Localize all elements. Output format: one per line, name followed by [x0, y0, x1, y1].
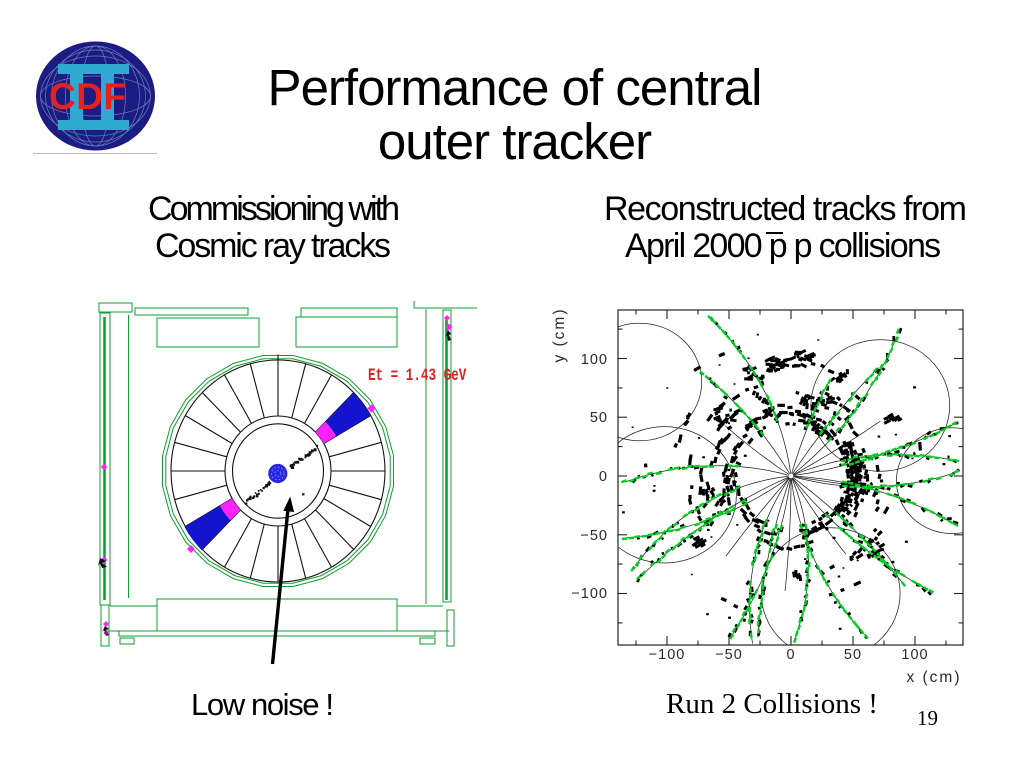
svg-text:−100: −100: [649, 647, 686, 663]
svg-text:100: 100: [901, 647, 928, 663]
svg-text:0: 0: [786, 647, 795, 663]
svg-text:y (cm): y (cm): [551, 307, 568, 362]
svg-text:−50: −50: [715, 647, 743, 663]
svg-text:100: 100: [581, 352, 608, 368]
svg-text:0: 0: [599, 469, 608, 485]
svg-text:50: 50: [590, 410, 608, 426]
svg-text:−50: −50: [580, 528, 608, 544]
svg-text:50: 50: [844, 647, 862, 663]
svg-text:−100: −100: [571, 586, 608, 602]
svg-text:x (cm): x (cm): [906, 669, 961, 686]
